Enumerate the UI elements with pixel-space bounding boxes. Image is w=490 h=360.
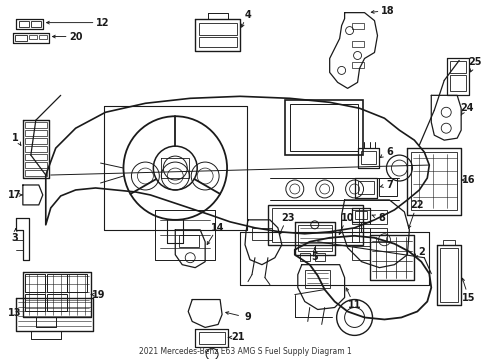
Text: 2021 Mercedes-Benz E63 AMG S Fuel Supply Diagram 1: 2021 Mercedes-Benz E63 AMG S Fuel Supply… (139, 347, 351, 356)
Text: 10: 10 (341, 213, 354, 223)
Bar (25, 293, 45, 311)
Bar (352, 228, 369, 242)
Bar (352, 41, 364, 46)
Bar (268, 205, 363, 245)
Bar (252, 228, 272, 240)
Bar (199, 37, 237, 46)
Bar (15, 35, 27, 41)
Bar (305, 270, 330, 288)
Text: 20: 20 (69, 32, 82, 41)
Bar (358, 181, 374, 194)
Text: 22: 22 (411, 200, 424, 210)
Bar (272, 208, 359, 242)
Bar (352, 23, 364, 28)
Text: 7: 7 (386, 180, 393, 190)
Bar (369, 228, 388, 242)
Bar (39, 35, 47, 39)
Text: 23: 23 (281, 213, 294, 223)
Text: 3: 3 (12, 233, 18, 243)
Bar (450, 75, 466, 91)
Text: 4: 4 (245, 10, 251, 20)
Bar (285, 100, 363, 155)
Bar (47, 293, 67, 311)
Bar (25, 130, 47, 136)
Bar (369, 210, 388, 224)
Bar (355, 211, 367, 219)
Text: 14: 14 (211, 223, 225, 233)
Bar (47, 274, 67, 292)
Text: 19: 19 (92, 289, 105, 300)
Text: 12: 12 (96, 18, 109, 28)
Bar (199, 23, 237, 35)
Bar (300, 253, 310, 261)
Text: 21: 21 (231, 332, 245, 342)
Bar (25, 146, 47, 152)
Bar (352, 246, 369, 260)
Bar (361, 151, 376, 164)
Text: 2: 2 (418, 247, 425, 257)
Text: 6: 6 (386, 147, 393, 157)
Text: 25: 25 (468, 58, 482, 67)
Text: 18: 18 (381, 6, 394, 15)
Bar (290, 104, 358, 151)
Bar (440, 248, 458, 302)
Text: 8: 8 (378, 213, 385, 223)
Bar (412, 152, 457, 210)
Bar (25, 138, 47, 144)
Text: 13: 13 (8, 309, 22, 319)
Text: 11: 11 (348, 300, 361, 310)
Bar (67, 274, 87, 292)
Bar (315, 253, 325, 261)
Bar (199, 332, 225, 345)
Text: 9: 9 (245, 312, 251, 323)
Bar (352, 62, 364, 68)
Bar (19, 21, 29, 27)
Bar (29, 35, 37, 39)
Bar (179, 235, 199, 247)
Bar (352, 210, 369, 224)
Text: 17: 17 (8, 190, 22, 200)
Bar (379, 178, 397, 196)
Bar (450, 62, 466, 73)
Text: 5: 5 (311, 252, 318, 262)
Bar (25, 162, 47, 168)
Bar (25, 122, 47, 128)
Text: 1: 1 (12, 133, 18, 143)
Text: 16: 16 (463, 175, 476, 185)
Bar (298, 225, 332, 251)
Bar (25, 170, 47, 176)
Text: 24: 24 (461, 103, 474, 113)
Text: 15: 15 (463, 293, 476, 302)
Bar (25, 274, 45, 292)
Bar (443, 240, 455, 245)
Bar (31, 21, 41, 27)
Bar (25, 154, 47, 160)
